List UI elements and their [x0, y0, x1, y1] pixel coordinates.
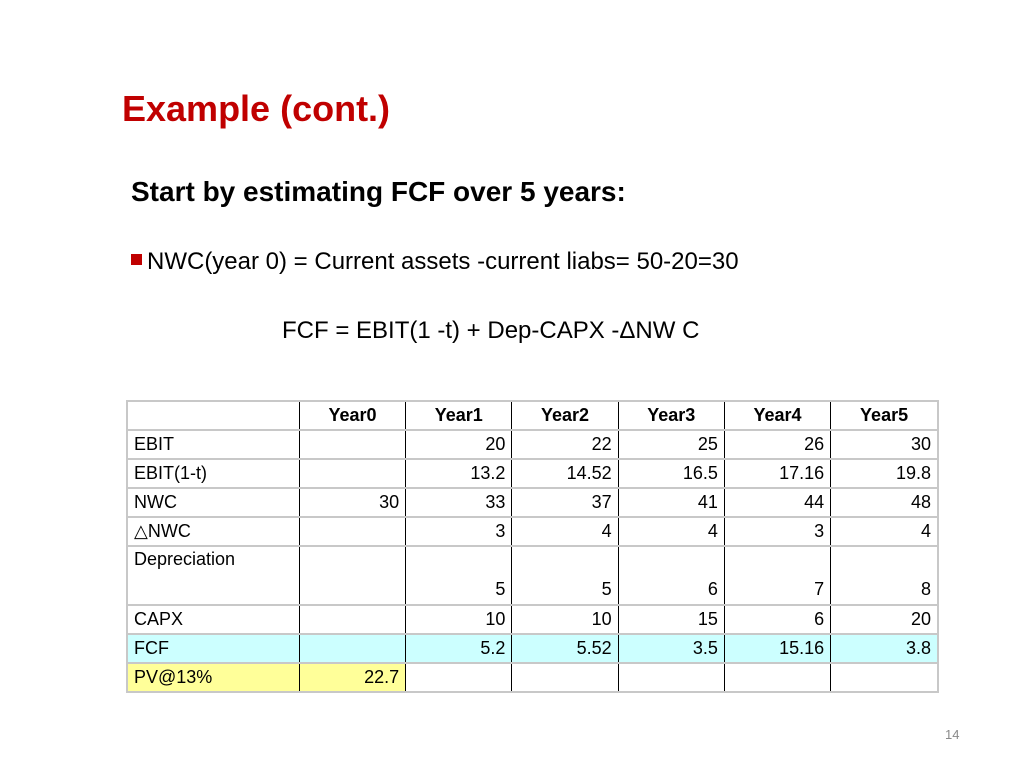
table-cell: 7	[723, 545, 832, 605]
table-cell: 5	[405, 545, 513, 605]
table-cell: 20	[830, 604, 937, 634]
table-header-row: Year0 Year1 Year2 Year3 Year4 Year5	[128, 402, 937, 430]
table-cell: 10	[511, 604, 619, 634]
bullet-item: NWC(year 0) = Current assets -current li…	[131, 248, 739, 276]
header-cell-label	[128, 402, 300, 430]
table-cell: 3	[723, 516, 832, 546]
table-cell: 15.16	[723, 633, 832, 663]
table-cell: 33	[405, 487, 513, 517]
table-cell: 26	[723, 429, 832, 459]
table-cell	[405, 662, 513, 691]
table-cell	[298, 633, 407, 663]
table-cell: 6	[723, 604, 832, 634]
table-cell: 25	[617, 429, 725, 459]
table-cell: 8	[830, 545, 937, 605]
row-label: EBIT	[128, 429, 300, 459]
table-cell	[723, 662, 832, 691]
table-cell: 3.8	[830, 633, 937, 663]
row-label: EBIT(1-t)	[128, 458, 300, 488]
table-cell: 22.7	[298, 662, 407, 691]
header-cell-year3: Year3	[617, 402, 725, 430]
table-cell: 4	[511, 516, 619, 546]
table-cell: 17.16	[723, 458, 832, 488]
table-cell: 30	[298, 487, 407, 517]
table-cell: 5.52	[511, 633, 619, 663]
table-cell	[511, 662, 619, 691]
table-row-nwc: NWC 30 33 37 41 44 48	[128, 487, 937, 517]
header-cell-year0: Year0	[298, 402, 407, 430]
header-cell-year2: Year2	[511, 402, 619, 430]
table-cell: 48	[830, 487, 937, 517]
table-cell: 5.2	[405, 633, 513, 663]
table-cell: 44	[723, 487, 832, 517]
table-cell: 10	[405, 604, 513, 634]
table-row-ebit-after-tax: EBIT(1-t) 13.2 14.52 16.5 17.16 19.8	[128, 458, 937, 488]
row-label: PV@13%	[128, 662, 300, 691]
table-row-depreciation: Depreciation 5 5 6 7 8	[128, 545, 937, 605]
row-label: CAPX	[128, 604, 300, 634]
table-cell: 19.8	[830, 458, 937, 488]
table-cell	[298, 429, 407, 459]
slide-subtitle: Start by estimating FCF over 5 years:	[131, 176, 626, 207]
fcf-table: Year0 Year1 Year2 Year3 Year4 Year5 EBIT…	[126, 400, 939, 693]
fcf-formula: FCF = EBIT(1 -t) + Dep-CAPX -ΔNW C	[282, 317, 700, 344]
fcf-table-grid: Year0 Year1 Year2 Year3 Year4 Year5 EBIT…	[128, 402, 937, 691]
table-cell: 14.52	[511, 458, 619, 488]
table-cell	[298, 516, 407, 546]
row-label: Depreciation	[128, 545, 300, 605]
table-cell	[830, 662, 937, 691]
row-label: NWC	[128, 487, 300, 517]
table-cell	[298, 458, 407, 488]
square-bullet-icon	[131, 254, 142, 265]
header-cell-year1: Year1	[405, 402, 513, 430]
bullet-text: NWC(year 0) = Current assets -current li…	[147, 248, 739, 275]
table-cell: 16.5	[617, 458, 725, 488]
header-cell-year5: Year5	[830, 402, 937, 430]
table-cell	[617, 662, 725, 691]
table-cell: 3	[405, 516, 513, 546]
table-row-fcf: FCF 5.2 5.52 3.5 15.16 3.8	[128, 633, 937, 663]
table-cell	[298, 545, 407, 605]
table-cell: 22	[511, 429, 619, 459]
table-row-capx: CAPX 10 10 15 6 20	[128, 604, 937, 634]
table-cell: 4	[830, 516, 937, 546]
table-cell: 13.2	[405, 458, 513, 488]
header-cell-year4: Year4	[723, 402, 832, 430]
row-label: FCF	[128, 633, 300, 663]
page-number: 14	[945, 727, 960, 742]
table-cell: 41	[617, 487, 725, 517]
row-label: △NWC	[128, 516, 300, 546]
table-cell: 3.5	[617, 633, 725, 663]
table-cell: 4	[617, 516, 725, 546]
slide-title: Example (cont.)	[122, 88, 391, 129]
table-cell: 15	[617, 604, 725, 634]
table-cell: 30	[830, 429, 937, 459]
table-row-ebit: EBIT 20 22 25 26 30	[128, 429, 937, 459]
table-cell: 5	[511, 545, 619, 605]
table-row-delta-nwc: △NWC 3 4 4 3 4	[128, 516, 937, 546]
table-cell	[298, 604, 407, 634]
table-cell: 37	[511, 487, 619, 517]
table-cell: 20	[405, 429, 513, 459]
table-cell: 6	[617, 545, 725, 605]
table-row-pv: PV@13% 22.7	[128, 662, 937, 691]
